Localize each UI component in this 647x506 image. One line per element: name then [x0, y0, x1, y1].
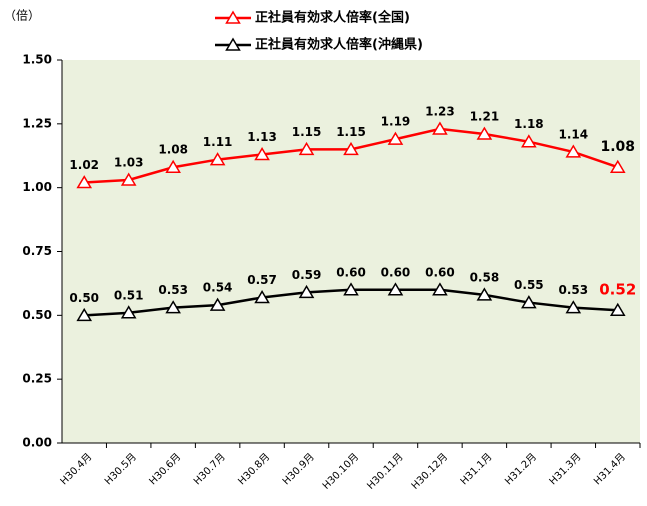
- data-label: 1.19: [381, 115, 411, 129]
- data-label: 0.54: [203, 281, 233, 295]
- marker: [387, 282, 404, 296]
- data-label: 1.15: [292, 125, 322, 139]
- x-tick-label: H30.5月: [102, 451, 139, 488]
- marker: [343, 282, 359, 296]
- data-label: 1.23: [425, 104, 455, 118]
- marker: [298, 141, 315, 156]
- data-label: 0.53: [158, 283, 188, 297]
- data-label: 1.15: [336, 125, 366, 139]
- x-tick-label: H30.10月: [320, 451, 361, 492]
- marker: [565, 144, 582, 158]
- y-tick-label: 0.25: [22, 372, 52, 386]
- x-tick-label: H31.1月: [458, 451, 495, 488]
- data-label: 0.50: [69, 291, 99, 305]
- data-label: 0.59: [292, 268, 322, 282]
- data-label: 0.60: [336, 265, 366, 279]
- marker: [521, 134, 537, 148]
- marker: [165, 300, 181, 314]
- y-tick-label: 1.50: [22, 53, 52, 67]
- marker: [476, 287, 493, 301]
- data-label: 0.58: [470, 270, 500, 284]
- marker: [165, 159, 181, 173]
- x-tick-label: H31.3月: [547, 451, 584, 488]
- y-tick-label: 0.50: [22, 308, 52, 322]
- y-tick-label: 1.25: [22, 116, 52, 130]
- legend-label: 正社員有効求人倍率(全国): [255, 10, 410, 26]
- data-label: 1.08: [600, 139, 635, 155]
- data-label: 1.11: [203, 135, 233, 149]
- marker: [343, 141, 359, 156]
- y-tick-label: 0.00: [22, 436, 52, 450]
- x-tick-label: H30.7月: [191, 451, 228, 488]
- marker: [209, 297, 226, 311]
- x-tick-label: H30.11月: [365, 451, 406, 492]
- data-label: 1.13: [247, 130, 277, 144]
- data-label: 1.14: [559, 127, 589, 141]
- marker: [254, 146, 270, 161]
- marker: [565, 300, 582, 314]
- marker: [476, 126, 493, 140]
- marker: [76, 175, 93, 189]
- marker: [432, 282, 448, 296]
- data-label: 1.21: [470, 110, 500, 124]
- marker: [76, 307, 93, 322]
- y-tick-label: 0.75: [22, 244, 52, 258]
- data-label: 0.55: [514, 278, 544, 292]
- data-label: 0.51: [114, 288, 144, 302]
- x-tick-label: H30.9月: [280, 451, 317, 488]
- data-label: 0.52: [599, 281, 636, 299]
- marker: [609, 302, 626, 316]
- x-tick-label: H31.4月: [591, 451, 628, 488]
- data-label: 0.53: [559, 283, 589, 297]
- data-label: 1.18: [514, 117, 544, 131]
- marker: [521, 295, 537, 309]
- data-label: 1.08: [158, 143, 188, 157]
- x-tick-label: H31.2月: [502, 451, 539, 488]
- x-tick-label: H30.4月: [58, 451, 95, 488]
- data-label: 0.57: [247, 273, 277, 287]
- marker: [120, 305, 137, 319]
- marker: [387, 131, 404, 145]
- marker: [609, 159, 626, 173]
- legend-label: 正社員有効求人倍率(沖縄県): [255, 37, 423, 53]
- legend-marker: [225, 10, 241, 24]
- data-label: 0.60: [381, 265, 411, 279]
- marker: [120, 172, 137, 186]
- x-tick-label: H30.8月: [236, 451, 273, 488]
- marker: [298, 284, 315, 299]
- data-label: 1.02: [69, 158, 99, 172]
- y-tick-label: 1.00: [22, 180, 52, 194]
- marker: [432, 121, 448, 135]
- legend-marker: [225, 37, 241, 51]
- data-label: 0.60: [425, 265, 455, 279]
- data-label: 1.03: [114, 156, 144, 170]
- marker: [209, 152, 226, 166]
- x-tick-label: H30.6月: [147, 451, 184, 488]
- x-tick-label: H30.12月: [409, 451, 450, 492]
- y-unit: （倍）: [4, 8, 40, 23]
- plot-area: [62, 60, 640, 443]
- marker: [254, 289, 270, 304]
